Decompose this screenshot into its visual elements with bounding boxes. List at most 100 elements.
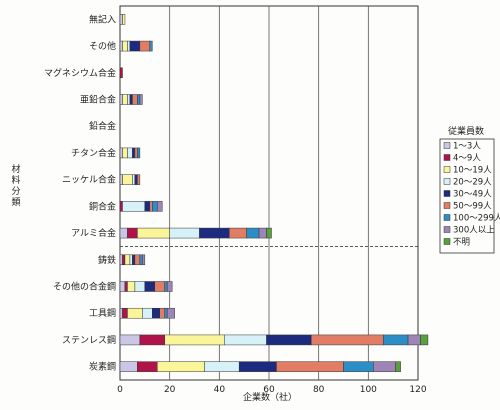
bar-segment bbox=[127, 307, 143, 319]
bar-segment bbox=[129, 40, 141, 52]
bar-segment bbox=[129, 254, 133, 266]
x-tick-label: 40 bbox=[214, 385, 226, 395]
bar-segment bbox=[134, 254, 141, 266]
bar-segment bbox=[119, 201, 123, 212]
bars bbox=[119, 14, 429, 372]
bar-segment bbox=[157, 361, 205, 372]
bar-segment bbox=[122, 14, 126, 25]
legend-swatch bbox=[443, 166, 451, 173]
bar-segment bbox=[137, 94, 141, 105]
category-label: 銅合金 bbox=[89, 200, 116, 212]
x-axis-title: 企業数（社） bbox=[243, 391, 297, 403]
category-label: その他 bbox=[89, 40, 116, 52]
bar-segment bbox=[137, 361, 158, 372]
bar-segment bbox=[310, 334, 384, 346]
bar-segment bbox=[132, 174, 136, 185]
bar-segment bbox=[166, 281, 173, 292]
bar-segment bbox=[159, 307, 165, 319]
category-label: アルミ合金 bbox=[71, 227, 116, 239]
bar-segment bbox=[164, 307, 168, 319]
legend-label: 300人以上 bbox=[453, 226, 495, 236]
bar-segment bbox=[395, 361, 401, 372]
category-label: マグネシウム合金 bbox=[44, 67, 116, 79]
category-label: チタン合金 bbox=[71, 147, 116, 159]
bar-segment bbox=[119, 361, 138, 372]
bar-segment bbox=[119, 174, 123, 185]
bar-segment bbox=[134, 147, 138, 159]
bar-segment bbox=[229, 227, 247, 239]
bar-segment bbox=[122, 254, 126, 266]
category-label: 亜鉛合金 bbox=[80, 94, 116, 106]
bar-segment bbox=[124, 254, 131, 266]
legend-swatch bbox=[443, 142, 451, 149]
bar-segment bbox=[139, 94, 143, 105]
bar-segment bbox=[132, 147, 136, 159]
bar-segment bbox=[119, 40, 123, 52]
bar-segment bbox=[122, 201, 146, 212]
bar-segment bbox=[122, 94, 128, 105]
category-label: 炭素鋼 bbox=[89, 361, 116, 373]
bar-segment bbox=[132, 254, 136, 266]
bar-segment bbox=[137, 227, 170, 239]
bar-segment bbox=[142, 254, 146, 266]
bar-segment bbox=[119, 307, 123, 319]
bar-segment bbox=[122, 40, 128, 52]
bar-segment bbox=[144, 201, 151, 212]
category-label: ニッケル合金 bbox=[62, 174, 116, 186]
category-label: 鉛合金 bbox=[89, 120, 116, 132]
bar-segment bbox=[127, 227, 138, 239]
y-axis-title-char: 材 bbox=[11, 163, 20, 175]
bar-segment bbox=[266, 334, 312, 346]
bar-segment bbox=[169, 227, 200, 239]
bar-segment bbox=[164, 281, 168, 292]
y-axis-title-char: 類 bbox=[11, 197, 20, 208]
bar-segment bbox=[144, 281, 156, 292]
bar-segment bbox=[122, 174, 133, 185]
bar-segment bbox=[119, 147, 123, 159]
bar-segment bbox=[132, 94, 138, 105]
bar-segment bbox=[373, 361, 396, 372]
bar-segment bbox=[119, 227, 128, 239]
legend-label: 4～9人 bbox=[453, 154, 481, 164]
bar-segment bbox=[199, 227, 230, 239]
bar-segment bbox=[119, 281, 126, 292]
legend-label: 20～29人 bbox=[453, 178, 492, 188]
bar-segment bbox=[119, 334, 141, 346]
bar-segment bbox=[127, 281, 136, 292]
bar-segment bbox=[137, 147, 141, 159]
bar-segment bbox=[124, 281, 128, 292]
bar-segment bbox=[224, 334, 267, 346]
bar-segment bbox=[127, 94, 131, 105]
bar-segment bbox=[407, 334, 421, 346]
x-tick-label: 120 bbox=[409, 385, 426, 395]
bar-segment bbox=[204, 361, 240, 372]
legend-label: 50～99人 bbox=[453, 202, 492, 212]
category-label: その他の合金鋼 bbox=[53, 281, 116, 293]
legend-swatch bbox=[443, 190, 451, 197]
bar-segment bbox=[127, 40, 131, 52]
category-label: 鋳鉄 bbox=[98, 254, 116, 266]
bar-segment bbox=[152, 307, 160, 319]
bar-segment bbox=[246, 227, 260, 239]
bar-segment bbox=[382, 334, 409, 346]
bar-segment bbox=[134, 174, 138, 185]
bar-segment bbox=[119, 67, 123, 79]
legend-label: 不明 bbox=[453, 238, 470, 248]
bar-segment bbox=[139, 40, 151, 52]
bar-segment bbox=[142, 307, 153, 319]
y-axis-title-char: 分 bbox=[11, 186, 20, 197]
legend-swatch bbox=[443, 238, 451, 245]
bar-segment bbox=[119, 254, 123, 266]
legend: 従業員数 1～3人 4～9人 10～19人 20～29人 30～49人 50～99人 100… bbox=[439, 125, 500, 254]
bar-segment bbox=[238, 361, 277, 372]
legend-swatch bbox=[443, 226, 451, 233]
bar-segment bbox=[266, 227, 272, 239]
bar-segment bbox=[122, 147, 128, 159]
x-tick-label: 60 bbox=[263, 385, 275, 395]
bar-segment bbox=[149, 201, 153, 212]
legend-label: 30～49人 bbox=[453, 190, 492, 200]
x-tick-label: 20 bbox=[164, 385, 176, 395]
bar-segment bbox=[119, 94, 123, 105]
